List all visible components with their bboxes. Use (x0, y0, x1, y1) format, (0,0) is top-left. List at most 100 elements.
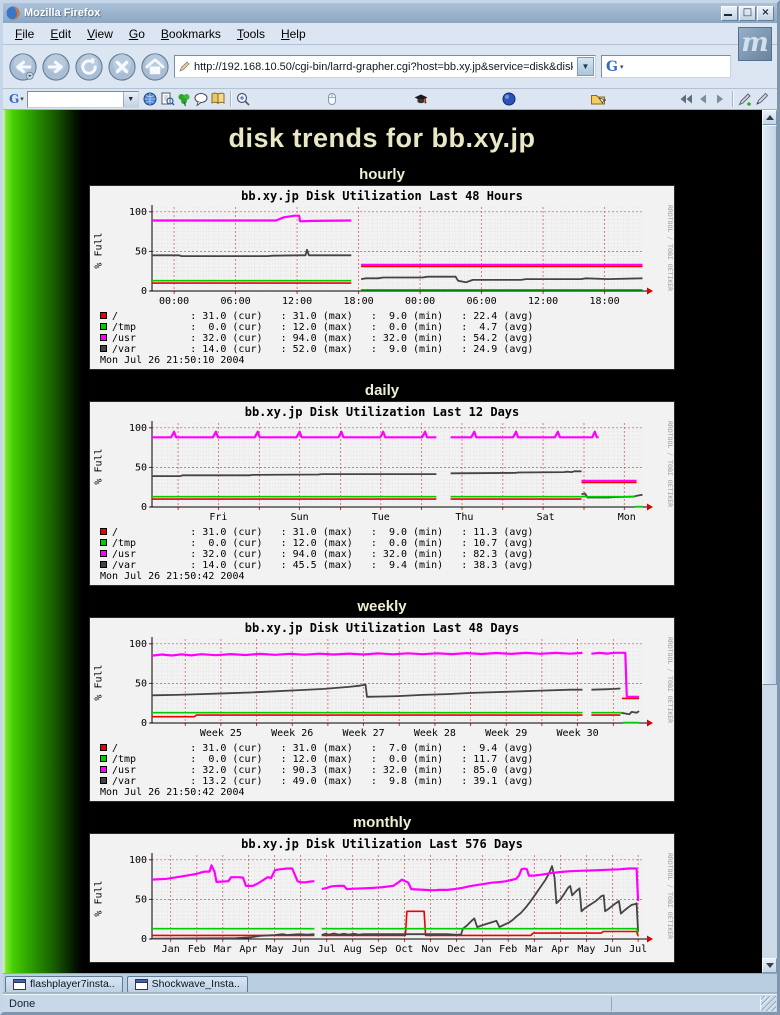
combo-dropdown-icon[interactable]: ▼ (122, 91, 138, 107)
back-button[interactable] (9, 52, 37, 81)
stop-button[interactable] (108, 52, 136, 81)
toolbar-separator (731, 91, 734, 107)
svg-text:Week 30: Week 30 (557, 728, 599, 739)
svg-text:12:00: 12:00 (282, 296, 312, 307)
scroll-down-button[interactable] (762, 958, 777, 973)
graph-title: bb.xy.jp Disk Utilization Last 12 Days (244, 405, 520, 419)
graph-legend: / : 31.0 (cur) : 31.0 (max) : 9.0 (min) … (100, 311, 534, 366)
menu-view[interactable]: View (87, 26, 113, 41)
menu-tools[interactable]: Tools (236, 26, 265, 41)
green-gradient-stripe (3, 110, 83, 973)
pen-icon[interactable] (754, 91, 771, 108)
caret-down-icon[interactable]: ▾ (619, 63, 624, 71)
rrdtool-watermark: RRDTOOL / TOBI OETIKER (666, 637, 674, 724)
section-heading-monthly: monthly (352, 814, 412, 831)
series-/ (152, 714, 583, 718)
zoom-icon[interactable] (235, 91, 252, 108)
status-text: Done (9, 997, 36, 1010)
svg-text:Feb: Feb (188, 944, 206, 955)
y-axis-label: % Full (93, 448, 105, 485)
url-bar[interactable]: http://192.168.10.50/cgi-bin/larrd-graph… (174, 55, 596, 78)
url-text[interactable]: http://192.168.10.50/cgi-bin/larrd-graph… (194, 60, 573, 73)
rrdtool-watermark: RRDTOOL / TOBI OETIKER (666, 205, 674, 292)
menu-file[interactable]: File (15, 26, 35, 41)
highlighter-icon[interactable] (737, 91, 754, 108)
scroll-up-button[interactable] (762, 110, 777, 125)
google-search-box[interactable]: G ▾ (601, 55, 731, 78)
folder-go-icon[interactable] (589, 91, 606, 108)
svg-text:Fri: Fri (209, 512, 227, 523)
mozilla-throbber[interactable]: m (738, 27, 772, 61)
svg-text:Week 27: Week 27 (343, 728, 385, 739)
svg-text:May: May (265, 944, 283, 955)
svg-text:50: 50 (135, 678, 147, 689)
menu-go[interactable]: Go (128, 26, 145, 41)
pencil-icon (179, 61, 190, 72)
google-badge[interactable]: G ▾ (9, 92, 24, 106)
close-button[interactable]: × (757, 5, 774, 21)
series-/var (152, 248, 352, 257)
tab-1[interactable]: Shockwave_Insta.. (126, 975, 248, 993)
rrdtool-watermark: RRDTOOL / TOBI OETIKER (666, 421, 674, 508)
svg-text:Mar: Mar (525, 944, 543, 955)
page-find-icon[interactable] (159, 91, 176, 108)
web-search-icon[interactable] (142, 91, 159, 108)
menu-help[interactable]: Help (280, 26, 306, 41)
rrdtool-watermark: RRDTOOL / TOBI OETIKER (666, 853, 674, 940)
google-logo-icon: G (606, 58, 618, 75)
window-icon (13, 978, 26, 990)
scrollbar-track[interactable] (762, 685, 777, 958)
maximize-button[interactable]: □ (739, 5, 756, 21)
blue-orb-icon[interactable] (501, 91, 518, 108)
search-combo-box[interactable]: ▼ (26, 90, 139, 108)
svg-text:100: 100 (129, 207, 147, 218)
graduation-cap-icon[interactable] (412, 91, 429, 108)
reload-button[interactable] (75, 52, 103, 81)
svg-text:Sep: Sep (369, 944, 387, 955)
svg-text:Feb: Feb (499, 944, 517, 955)
series-/var (151, 933, 315, 940)
menu-edit[interactable]: Edit (50, 26, 72, 41)
url-dropdown-button[interactable]: ▼ (577, 57, 594, 76)
chat-bubble-icon[interactable] (193, 91, 210, 108)
forward-small-icon[interactable] (712, 91, 729, 108)
section-heading-hourly: hourly (359, 166, 405, 183)
svg-text:00:00: 00:00 (159, 296, 189, 307)
svg-text:Tue: Tue (372, 512, 390, 523)
extension-toolbar: G ▾ ▼ (3, 89, 777, 110)
rewind-icon[interactable] (678, 91, 695, 108)
statusbar-panel-divider (611, 996, 761, 1011)
tab-0[interactable]: flashplayer7insta.. (5, 975, 123, 993)
series-/var (620, 710, 640, 716)
vertical-scrollbar[interactable] (762, 110, 777, 973)
svg-text:Mar: Mar (214, 944, 232, 955)
dictionary-icon[interactable] (210, 91, 227, 108)
svg-text:06:00: 06:00 (221, 296, 251, 307)
svg-text:100: 100 (129, 423, 147, 434)
rrd-graph-daily: bb.xy.jp Disk Utilization Last 12 Days % … (89, 401, 675, 586)
forward-button[interactable] (42, 52, 70, 81)
clover-icon[interactable] (176, 91, 193, 108)
svg-text:Jun: Jun (292, 944, 310, 955)
mouse-icon[interactable] (323, 91, 340, 108)
svg-text:00:00: 00:00 (405, 296, 435, 307)
series-/usr (321, 867, 640, 902)
menu-bar: File Edit View Go Bookmarks Tools Help (3, 23, 777, 45)
firefox-icon (6, 6, 20, 20)
series-/usr (450, 430, 599, 439)
resize-grip[interactable] (761, 996, 776, 1011)
series-/usr (151, 651, 583, 657)
minimize-button[interactable] (721, 5, 738, 21)
series-/var (360, 275, 643, 284)
graph-title: bb.xy.jp Disk Utilization Last 576 Days (241, 837, 523, 851)
graph-title: bb.xy.jp Disk Utilization Last 48 Days (244, 621, 520, 635)
home-button[interactable] (141, 52, 169, 81)
section-heading-weekly: weekly (357, 598, 407, 615)
svg-text:18:00: 18:00 (590, 296, 620, 307)
scrollbar-thumb[interactable] (762, 125, 777, 685)
title-bar[interactable]: Mozilla Firefox □ × (3, 3, 777, 23)
back-small-icon[interactable] (695, 91, 712, 108)
menu-bookmarks[interactable]: Bookmarks (160, 26, 221, 41)
svg-text:0: 0 (141, 286, 147, 297)
series-/var (321, 865, 639, 936)
